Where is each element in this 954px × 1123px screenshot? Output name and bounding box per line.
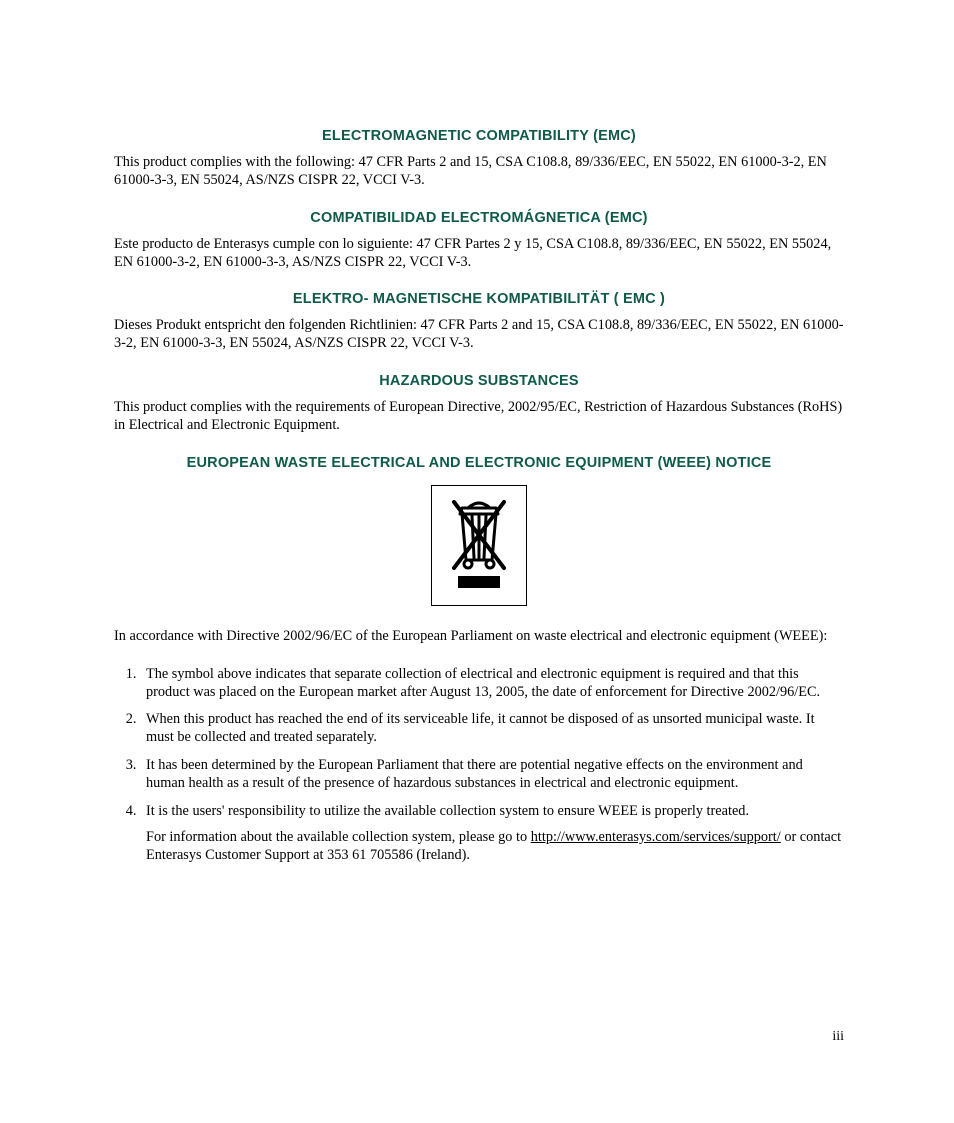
weee-numbered-list: The symbol above indicates that separate… bbox=[114, 666, 844, 865]
list-item-text: When this product has reached the end of… bbox=[146, 711, 815, 745]
heading-emc-es: COMPATIBILIDAD ELECTROMÁGNETICA (EMC) bbox=[114, 210, 844, 226]
weee-crossed-bin-icon bbox=[431, 485, 527, 606]
weee-intro: In accordance with Directive 2002/96/EC … bbox=[114, 628, 844, 646]
document-page: ELECTROMAGNETIC COMPATIBILITY (EMC) This… bbox=[0, 0, 954, 1123]
list-item-text: The symbol above indicates that separate… bbox=[146, 666, 820, 700]
list-item: It has been determined by the European P… bbox=[140, 757, 844, 793]
list-item: It is the users' responsibility to utili… bbox=[140, 803, 844, 865]
extra-pre: For information about the available coll… bbox=[146, 829, 531, 845]
list-item-text: It has been determined by the European P… bbox=[146, 757, 803, 791]
list-item-text: It is the users' responsibility to utili… bbox=[146, 803, 749, 819]
body-emc-en: This product complies with the following… bbox=[114, 154, 844, 190]
list-item: The symbol above indicates that separate… bbox=[140, 666, 844, 702]
support-link[interactable]: http://www.enterasys.com/services/suppor… bbox=[531, 829, 781, 845]
heading-emc-de: ELEKTRO- MAGNETISCHE KOMPATIBILITÄT ( EM… bbox=[114, 291, 844, 307]
page-number: iii bbox=[832, 1029, 844, 1045]
heading-emc-en: ELECTROMAGNETIC COMPATIBILITY (EMC) bbox=[114, 128, 844, 144]
body-emc-de: Dieses Produkt entspricht den folgenden … bbox=[114, 317, 844, 353]
weee-symbol-container bbox=[114, 485, 844, 606]
heading-hazardous: HAZARDOUS SUBSTANCES bbox=[114, 373, 844, 389]
list-item: When this product has reached the end of… bbox=[140, 711, 844, 747]
body-emc-es: Este producto de Enterasys cumple con lo… bbox=[114, 236, 844, 272]
body-hazardous: This product complies with the requireme… bbox=[114, 399, 844, 435]
list-item-extra: For information about the available coll… bbox=[146, 829, 844, 865]
heading-weee: EUROPEAN WASTE ELECTRICAL AND ELECTRONIC… bbox=[114, 455, 844, 471]
